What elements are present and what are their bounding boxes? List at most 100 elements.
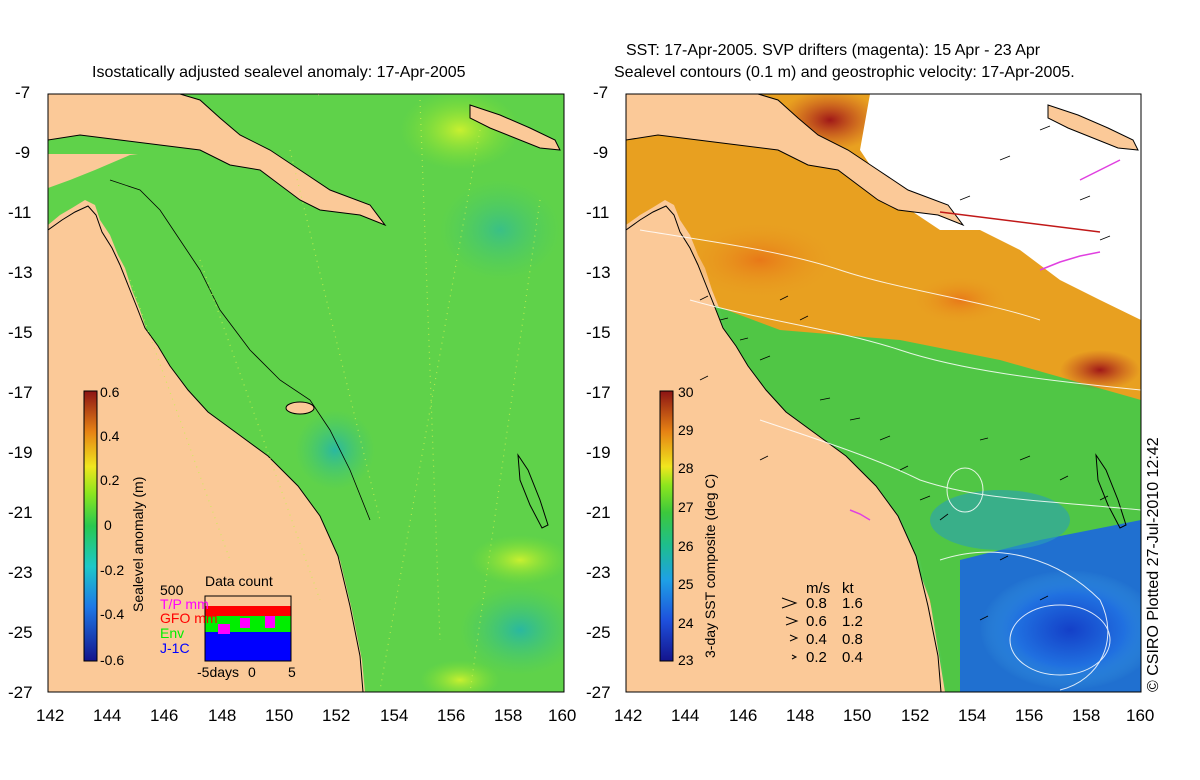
right-y-tick: -27	[586, 683, 611, 702]
left-ocean	[48, 94, 564, 692]
right-new-caledonia	[1095, 453, 1127, 529]
sla-low-south	[460, 585, 564, 675]
right-y-tick: -25	[586, 623, 611, 642]
velocity-legend-kt: 0.4	[842, 649, 863, 666]
sst-colorbar-tick: 27	[678, 499, 694, 515]
velocity-legend-ms: 0.8	[806, 595, 827, 612]
sla-colorbar	[83, 390, 98, 662]
left-map-frame	[47, 93, 565, 693]
altimeter-tracks	[129, 99, 541, 692]
left-y-tick: -15	[8, 323, 33, 342]
right-map-title-line2: Sealevel contours (0.1 m) and geostrophi…	[614, 64, 1075, 81]
left-x-tick: 146	[150, 706, 179, 725]
right-x-tick: 152	[901, 706, 930, 725]
sla-colorbar-tick: 0.4	[100, 428, 120, 444]
sst-cool-patch	[930, 490, 1070, 550]
sst-colorbar-tick: 28	[678, 460, 694, 476]
sst-colorbar-tick: 23	[678, 652, 694, 668]
right-y-tick: -15	[586, 323, 611, 342]
sla-colorbar-tick: 0	[104, 517, 112, 533]
right-y-tick: -21	[586, 503, 611, 522]
left-australia-land	[48, 205, 364, 692]
data-count-source-env: Env	[160, 625, 185, 641]
velocity-legend-arrows	[781, 597, 799, 660]
data-count-title: Data count	[205, 573, 273, 589]
right-map-area	[626, 94, 1141, 692]
cloud-mask	[860, 94, 1141, 320]
right-map-frame	[625, 93, 1142, 693]
sla-low-east	[440, 180, 560, 280]
sla-high-southwest	[420, 660, 500, 692]
velocity-legend-kt: 1.6	[842, 595, 863, 612]
left-y-tick: -27	[8, 683, 33, 702]
data-count-source-gfo: GFO mm	[160, 610, 218, 626]
left-x-tick: 150	[265, 706, 294, 725]
right-y-tick: -7	[593, 83, 609, 102]
left-y-tick: -11	[8, 203, 32, 222]
right-australia-land	[626, 205, 942, 692]
left-map-title: Isostatically adjusted sealevel anomaly:…	[92, 64, 466, 81]
right-png-land	[626, 94, 965, 227]
sla-colorbar-tick: 0.6	[100, 384, 120, 400]
velocity-legend-ms: 0.6	[806, 613, 827, 630]
red-drifter-track	[939, 211, 1101, 233]
sst-hot-east	[1060, 350, 1140, 390]
right-x-tick: 148	[786, 706, 815, 725]
right-y-tick: -11	[586, 203, 610, 222]
left-new-caledonia	[517, 453, 549, 529]
left-y-tick: -23	[8, 563, 33, 582]
velocity-legend-ms: 0.2	[806, 649, 827, 666]
left-y-tick: -25	[8, 623, 33, 642]
left-y-tick: -19	[8, 443, 33, 462]
left-map-area	[48, 94, 564, 692]
sla-colorbar-tick: -0.4	[100, 606, 125, 622]
right-y-tick: -17	[586, 383, 611, 402]
sst-colorbar	[659, 390, 674, 662]
data-count-x-tick: 0	[248, 664, 256, 680]
velocity-legend-header-kt: kt	[842, 580, 854, 597]
right-y-tick: -19	[586, 443, 611, 462]
right-solomon-islands	[1047, 104, 1139, 151]
plot-credit: © CSIRO Plotted 27-Jul-2010 12:42	[1145, 437, 1162, 692]
right-x-tick: 154	[958, 706, 987, 725]
sla-low-eddy	[295, 410, 375, 490]
sla-colorbar-tick: -0.6	[100, 652, 125, 668]
left-x-tick: 152	[322, 706, 351, 725]
left-reef-outline	[109, 179, 371, 521]
left-reef-island	[285, 401, 315, 415]
right-x-tick: 156	[1015, 706, 1044, 725]
left-x-tick: 156	[437, 706, 466, 725]
svp-drifters	[849, 159, 1121, 521]
right-map-title-line1: SST: 17-Apr-2005. SVP drifters (magenta)…	[626, 42, 1041, 59]
right-x-tick: 160	[1126, 706, 1155, 725]
left-x-tick: 158	[494, 706, 523, 725]
right-y-tick: -9	[593, 143, 609, 162]
sla-colorbar-label: Sealevel anomaly (m)	[130, 476, 146, 612]
velocity-legend-kt: 1.2	[842, 613, 863, 630]
left-y-tick: -21	[8, 503, 33, 522]
sst-colorbar-tick: 24	[678, 615, 694, 631]
left-x-tick: 154	[380, 706, 409, 725]
data-count-source-tp: T/P mm	[160, 596, 209, 612]
left-png-land	[48, 94, 387, 227]
sst-colorbar-label: 3-day SST composite (deg C)	[702, 473, 718, 658]
left-y-tick: -7	[15, 83, 31, 102]
data-count-chart	[204, 595, 292, 662]
velocity-legend-kt: 0.8	[842, 631, 863, 648]
right-x-tick: 146	[729, 706, 758, 725]
sst-colorbar-tick: 25	[678, 576, 694, 592]
sst-warm-patch	[680, 220, 840, 300]
right-y-tick: -13	[586, 263, 611, 282]
right-x-tick: 150	[843, 706, 872, 725]
sst-cold-core	[980, 570, 1141, 690]
left-x-tick: 148	[208, 706, 237, 725]
left-solomon-islands	[469, 104, 561, 151]
data-count-x-tick: -5days	[197, 664, 240, 680]
sealevel-contours	[639, 229, 1141, 691]
right-x-tick: 142	[614, 706, 643, 725]
left-x-tick: 144	[93, 706, 122, 725]
sst-colorbar-tick: 29	[678, 422, 694, 438]
left-y-tick: -17	[8, 383, 33, 402]
data-count-max: 500	[160, 582, 184, 598]
sla-colorbar-tick: -0.2	[100, 562, 125, 578]
